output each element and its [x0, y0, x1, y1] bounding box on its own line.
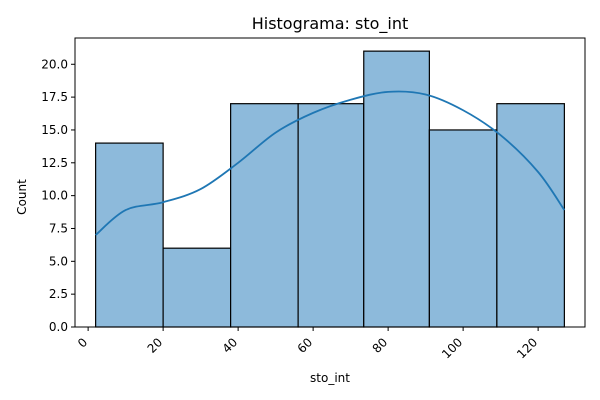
y-tick-label: 2.5	[49, 287, 68, 301]
x-axis-ticks: 0 20 40 60 80 100 120	[75, 327, 540, 361]
x-tick-label: 60	[295, 335, 316, 356]
y-axis-ticks: 0.0 2.5 5.0 7.5 10.0 12.5 15.0 17.5 20.0	[41, 57, 75, 334]
y-tick-label: 17.5	[41, 90, 68, 104]
histogram-bar	[363, 50, 430, 328]
x-tick-label: 0	[75, 335, 90, 350]
y-axis-label: Count	[15, 179, 29, 215]
x-tick-label: 80	[370, 335, 391, 356]
histogram-bar	[230, 103, 299, 328]
y-tick-label: 20.0	[41, 57, 68, 71]
y-tick-label: 10.0	[41, 189, 68, 203]
plot-area	[74, 37, 586, 328]
y-tick-label: 5.0	[49, 254, 68, 268]
x-tick-label: 40	[220, 335, 241, 356]
axes-frame	[74, 37, 586, 328]
y-tick-label: 12.5	[41, 156, 68, 170]
y-tick-label: 7.5	[49, 221, 68, 235]
x-tick-label: 100	[439, 335, 465, 361]
x-tick-label: 20	[145, 335, 166, 356]
x-axis-label: sto_int	[310, 371, 350, 385]
chart-title: Histograma: sto_int	[252, 14, 409, 34]
histogram-bar	[297, 103, 365, 328]
y-tick-label: 0.0	[49, 320, 68, 334]
x-tick-label: 120	[514, 335, 540, 361]
kde-line	[95, 90, 566, 236]
histogram-bar	[162, 247, 232, 328]
histogram-bar	[95, 142, 164, 328]
histogram-bar	[428, 129, 498, 328]
histogram-bar	[496, 103, 565, 328]
y-tick-label: 15.0	[41, 123, 68, 137]
